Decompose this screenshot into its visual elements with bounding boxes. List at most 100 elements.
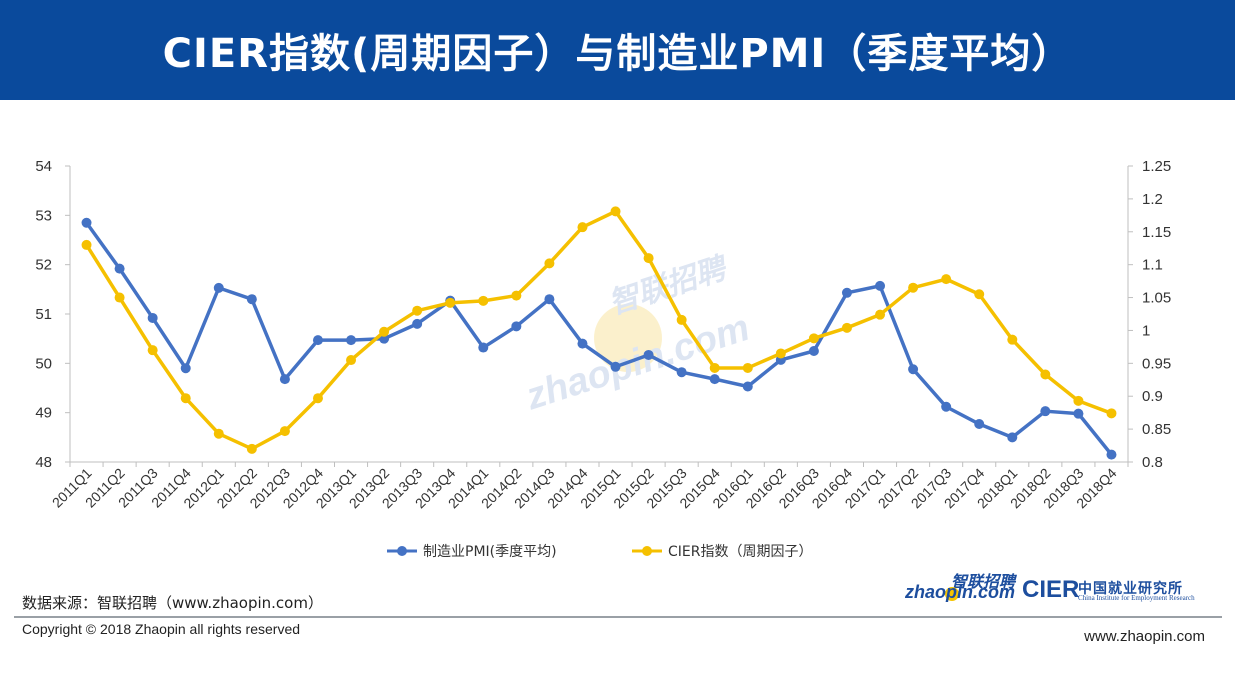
y-right-tick-label: 1.05	[1142, 290, 1171, 307]
series-line	[85, 209, 1113, 451]
data-point	[213, 428, 224, 439]
data-point	[643, 253, 654, 264]
watermark: 智联招聘 zhaopin.com	[520, 251, 755, 419]
watermark-cn: 智联招聘	[605, 251, 733, 321]
cier-logo-en: China Institute for Employment Research	[1078, 594, 1195, 602]
data-point	[478, 295, 489, 306]
data-point	[709, 362, 720, 373]
data-point	[478, 342, 489, 353]
series-layer	[81, 206, 1117, 460]
site-url: www.zhaopin.com	[1084, 628, 1205, 645]
y-left-tick-label: 52	[35, 257, 52, 274]
data-point	[941, 274, 952, 285]
data-point	[511, 290, 522, 301]
y-right-tick-label: 1.15	[1142, 224, 1171, 241]
data-point	[610, 206, 621, 217]
data-point	[875, 309, 886, 320]
series-pmi	[81, 217, 1117, 460]
data-point	[676, 314, 687, 325]
y-left-tick-label: 48	[35, 454, 52, 471]
legend-item-cier: CIER指数（周期因子）	[632, 544, 812, 560]
legend-label: CIER指数（周期因子）	[668, 544, 812, 560]
data-point	[246, 443, 257, 454]
data-point	[908, 282, 919, 293]
data-point	[974, 289, 985, 300]
y-right-tick-label: 1.1	[1142, 257, 1163, 274]
data-point	[312, 393, 323, 404]
y-left-tick-label: 53	[35, 207, 52, 224]
data-point	[610, 361, 621, 372]
copyright: Copyright © 2018 Zhaopin all rights rese…	[22, 621, 301, 637]
data-point	[808, 333, 819, 344]
zhaopin-logo: 智联招聘 zhaopin.com	[905, 568, 1017, 608]
data-point	[114, 263, 125, 274]
data-point	[180, 363, 191, 374]
header-bar: CIER指数(周期因子）与制造业PMI（季度平均）	[0, 0, 1235, 100]
data-point	[577, 338, 588, 349]
data-point	[412, 305, 423, 316]
legend: 制造业PMI(季度平均) CIER指数（周期因子）	[387, 544, 812, 560]
data-point	[511, 321, 522, 332]
y-right-tick-label: 1	[1142, 322, 1150, 339]
data-point	[279, 374, 290, 385]
data-point	[147, 312, 158, 323]
data-point	[180, 393, 191, 404]
zhaopin-logo-dot	[945, 587, 959, 601]
data-point	[412, 318, 423, 329]
data-point	[941, 401, 952, 412]
series-cier	[81, 206, 1117, 454]
y-right-tick-label: 0.8	[1142, 454, 1163, 471]
data-point	[577, 222, 588, 233]
data-source: 数据来源：智联招聘（www.zhaopin.com）	[22, 594, 323, 612]
cier-logo-text: CIER	[1022, 576, 1080, 603]
data-point	[841, 322, 852, 333]
data-point	[81, 239, 92, 250]
data-point	[908, 364, 919, 375]
data-point	[1040, 406, 1051, 417]
data-point	[147, 345, 158, 356]
data-point	[1073, 408, 1084, 419]
data-point	[742, 381, 753, 392]
legend-item-pmi: 制造业PMI(季度平均)	[387, 544, 557, 560]
data-point	[114, 292, 125, 303]
series-line	[85, 221, 1113, 456]
data-point	[544, 258, 555, 269]
data-point	[1007, 334, 1018, 345]
data-point	[1007, 432, 1018, 443]
data-point	[1106, 408, 1117, 419]
data-point	[1073, 395, 1084, 406]
data-point	[643, 349, 654, 360]
data-point	[312, 335, 323, 346]
y-left-tick-label: 49	[35, 405, 52, 422]
data-point	[379, 326, 390, 337]
y-left-tick-label: 54	[35, 158, 52, 175]
legend-marker	[642, 546, 652, 556]
y-right-tick-label: 1.25	[1142, 158, 1171, 175]
data-point	[346, 355, 357, 366]
data-point	[775, 348, 786, 359]
data-point	[808, 346, 819, 356]
footer-divider	[14, 616, 1222, 618]
legend-marker	[397, 546, 407, 556]
data-point	[445, 297, 456, 308]
data-point	[279, 426, 290, 437]
data-point	[676, 367, 687, 378]
data-point	[974, 419, 985, 430]
data-point	[1106, 449, 1117, 460]
zhaopin-logo-cn: 智联招聘	[951, 572, 1016, 591]
zhaopin-logo-en: zhaopin.com	[905, 582, 1016, 602]
y-right-tick-label: 0.95	[1142, 355, 1171, 372]
data-point	[1040, 369, 1051, 380]
data-point	[709, 374, 720, 385]
data-point	[544, 294, 555, 305]
data-point	[742, 362, 753, 373]
chart: 智联招聘 zhaopin.com 48 49 50 51 52 53 54 0.8 0.85 0.…	[35, 158, 1171, 560]
page-title: CIER指数(周期因子）与制造业PMI（季度平均）	[162, 31, 1073, 77]
data-point	[246, 294, 257, 305]
y-left-tick-label: 51	[35, 306, 52, 323]
y-left-tick-label: 50	[35, 355, 52, 372]
y-right-tick-label: 1.2	[1142, 191, 1163, 208]
legend-label: 制造业PMI(季度平均)	[423, 544, 557, 560]
cier-logo-cn: 中国就业研究所	[1078, 581, 1183, 597]
y-right-tick-label: 0.85	[1142, 421, 1171, 438]
